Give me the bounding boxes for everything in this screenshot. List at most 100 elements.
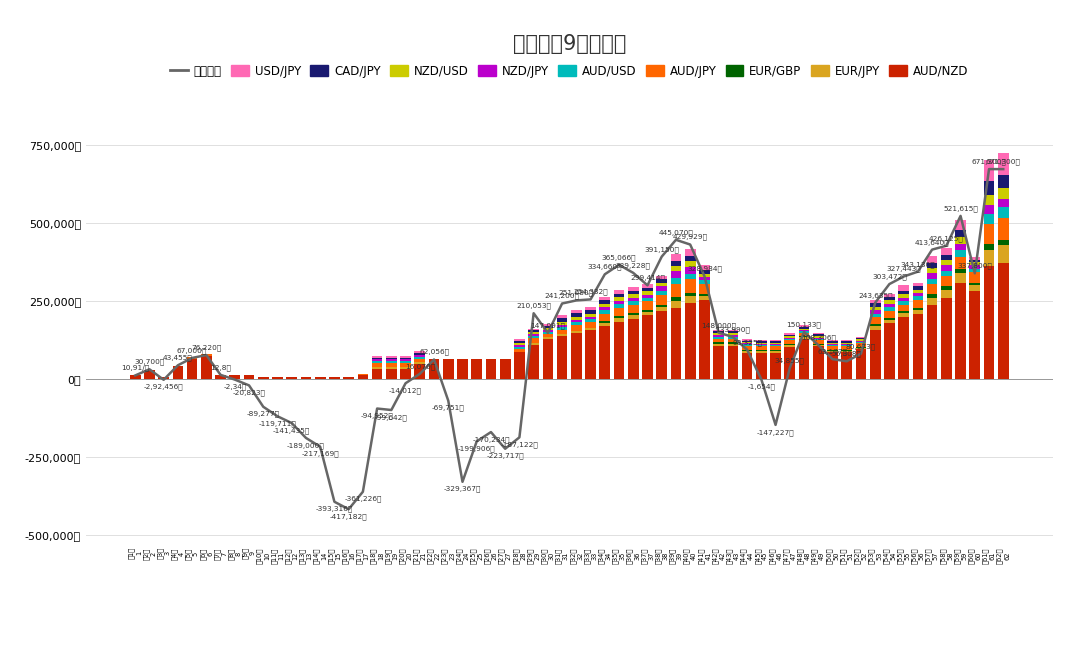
Bar (799, 330, 810, 331)
Bar (685, 256, 696, 262)
Bar (429, 359, 439, 379)
Text: -119,711円: -119,711円 (259, 420, 296, 427)
Bar (841, 351, 852, 353)
Bar (613, 301, 624, 304)
Bar (542, 330, 553, 332)
Bar (613, 316, 624, 318)
Bar (841, 341, 852, 343)
Bar (813, 343, 824, 345)
Bar (542, 324, 553, 326)
Bar (870, 326, 881, 329)
Bar (841, 345, 852, 347)
Text: 150,133円: 150,133円 (786, 321, 822, 328)
Bar (770, 343, 781, 344)
Text: -361,226円: -361,226円 (344, 496, 381, 503)
Bar (401, 369, 411, 379)
Bar (984, 224, 995, 244)
Text: 334,660円: 334,660円 (587, 264, 622, 270)
Bar (756, 345, 767, 347)
Bar (528, 336, 539, 338)
Bar (514, 339, 525, 341)
Bar (955, 283, 966, 379)
Bar (998, 207, 1008, 218)
Bar (528, 345, 539, 379)
Bar (941, 260, 952, 266)
Bar (301, 377, 311, 379)
Bar (898, 301, 909, 305)
Bar (599, 314, 610, 321)
Bar (998, 263, 1008, 379)
Bar (386, 358, 396, 359)
Bar (599, 327, 610, 379)
Bar (727, 339, 738, 343)
Bar (528, 334, 539, 336)
Bar (585, 329, 596, 379)
Text: -69,751円: -69,751円 (432, 405, 465, 411)
Bar (799, 325, 810, 327)
Bar (685, 303, 696, 379)
Bar (656, 276, 667, 279)
Bar (727, 331, 738, 333)
Bar (415, 351, 425, 353)
Bar (144, 370, 155, 379)
Text: 10,91/円: 10,91/円 (121, 365, 149, 371)
Bar (670, 301, 681, 307)
Bar (941, 255, 952, 260)
Text: -170,234円: -170,234円 (473, 436, 510, 443)
Bar (770, 341, 781, 343)
Bar (173, 366, 184, 379)
Text: -393,316円: -393,316円 (316, 506, 353, 513)
Bar (613, 318, 624, 321)
Bar (870, 310, 881, 313)
Text: 56,308円: 56,308円 (831, 351, 861, 357)
Bar (841, 350, 852, 351)
Bar (415, 364, 425, 379)
Bar (585, 319, 596, 322)
Bar (856, 343, 867, 347)
Text: -14,012円: -14,012円 (389, 387, 422, 394)
Bar (656, 305, 667, 307)
Bar (642, 310, 653, 311)
Bar (571, 322, 582, 325)
Bar (556, 327, 567, 331)
Bar (742, 343, 753, 345)
Bar (401, 358, 411, 359)
Bar (713, 329, 724, 331)
Bar (856, 337, 867, 338)
Text: 413,640円: 413,640円 (915, 239, 949, 246)
Text: -223,717円: -223,717円 (487, 453, 524, 459)
Text: 148,000円: 148,000円 (701, 322, 736, 329)
Bar (670, 297, 681, 301)
Bar (386, 356, 396, 358)
Text: 337,800円: 337,800円 (957, 263, 992, 270)
Bar (685, 262, 696, 267)
Text: 303,472円: 303,472円 (872, 274, 906, 280)
Bar (514, 345, 525, 347)
Bar (955, 220, 966, 230)
Text: 365,066円: 365,066円 (601, 254, 636, 261)
Bar (913, 300, 924, 308)
Bar (201, 356, 212, 379)
Text: 521,615円: 521,615円 (943, 205, 978, 212)
Bar (756, 353, 767, 379)
Text: 429,929円: 429,929円 (672, 234, 708, 240)
Bar (713, 337, 724, 339)
Bar (485, 359, 496, 379)
Bar (742, 351, 753, 353)
Bar (528, 331, 539, 332)
Bar (599, 311, 610, 314)
Bar (898, 294, 909, 297)
Bar (471, 359, 482, 379)
Bar (556, 334, 567, 336)
Bar (670, 284, 681, 297)
Bar (415, 357, 425, 359)
Text: -217,169円: -217,169円 (302, 451, 339, 457)
Bar (998, 153, 1008, 175)
Bar (970, 257, 981, 260)
Bar (415, 359, 425, 362)
Bar (613, 304, 624, 307)
Bar (742, 353, 753, 379)
Bar (386, 367, 396, 369)
Bar (401, 356, 411, 358)
Bar (386, 361, 396, 363)
